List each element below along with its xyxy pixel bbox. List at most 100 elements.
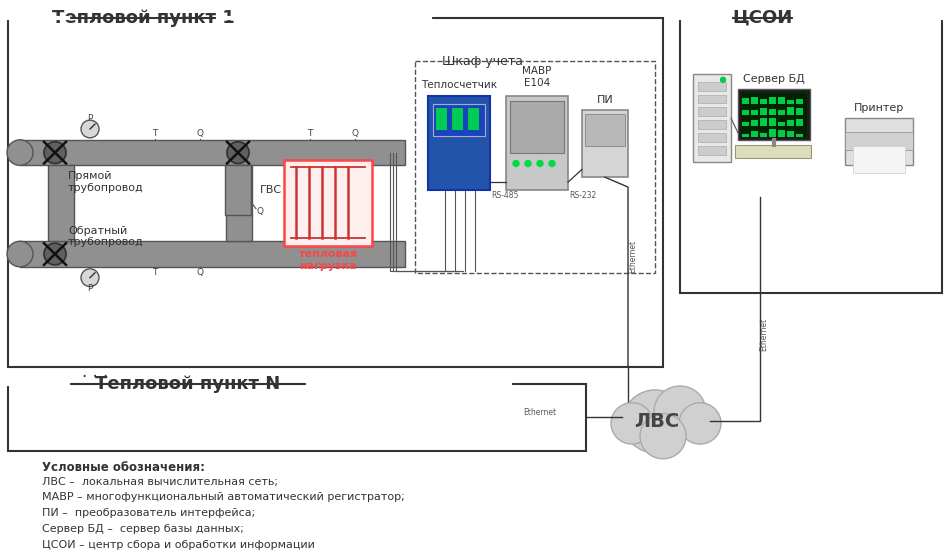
Text: Сервер БД –  сервер базы данных;: Сервер БД – сервер базы данных; [42,524,244,534]
Text: Q: Q [197,129,203,139]
Bar [796,100,803,104]
Text: тепловая
нагрузка: тепловая нагрузка [298,249,357,271]
Bar [48,166,74,241]
Text: Принтер: Принтер [854,103,904,113]
Circle shape [720,78,726,82]
Text: . . .: . . . [82,363,108,381]
Bar [778,122,785,126]
Bar [751,111,758,115]
Circle shape [81,269,99,287]
Bar [760,118,767,126]
Bar [787,101,794,104]
Bar [760,100,767,104]
Text: МАВР
Е104: МАВР Е104 [522,66,552,87]
Bar [742,111,749,115]
Circle shape [679,403,721,444]
Circle shape [44,142,66,163]
Text: ПИ: ПИ [597,96,614,106]
Text: ЦСОИ: ЦСОИ [732,9,792,27]
Bar [742,122,749,126]
Bar [698,120,726,129]
Bar [698,95,726,103]
Bar [698,133,726,142]
Text: ПИ –  преобразователь интерфейса;: ПИ – преобразователь интерфейса; [42,508,256,518]
Circle shape [640,414,686,459]
Bar [284,160,372,246]
Bar [582,111,628,177]
Text: Тепловой пункт N: Тепловой пункт N [95,375,280,393]
Bar [751,131,758,137]
Bar [796,119,803,126]
Text: ГВС: ГВС [260,185,282,195]
Bar [778,97,785,104]
Bar [698,146,726,155]
Circle shape [537,161,543,167]
Text: T: T [152,268,158,277]
Bar [433,104,485,136]
Bar [20,140,405,166]
Circle shape [227,142,249,163]
Bar [698,107,726,116]
Bar [585,114,625,146]
Bar [680,18,942,293]
Bar [796,108,803,115]
Bar [226,166,252,241]
Text: Условные обозначения:: Условные обозначения: [42,461,205,474]
Bar [769,118,776,126]
Bar [510,101,564,152]
Bar [20,241,405,267]
Bar [8,18,663,367]
Bar [735,145,811,157]
Bar [787,131,794,137]
Text: P: P [87,284,93,293]
Text: RS-232: RS-232 [569,191,597,200]
Bar [778,111,785,115]
Circle shape [44,243,66,265]
Text: Прямой
трубопровод: Прямой трубопровод [68,172,143,193]
Circle shape [611,403,653,444]
Bar [769,109,776,115]
Circle shape [513,161,519,167]
Text: Ethernet: Ethernet [523,408,557,417]
Bar [778,130,785,137]
Text: RS-485: RS-485 [491,191,519,200]
Bar [742,134,749,137]
Circle shape [549,161,555,167]
Text: Q: Q [352,129,358,139]
Text: P: P [87,114,93,123]
Bar [796,134,803,137]
Text: Тепловой пункт 1: Тепловой пункт 1 [51,9,235,27]
Circle shape [7,140,33,166]
Bar [693,74,731,162]
Bar [741,91,807,137]
Bar [853,146,905,173]
Text: Сервер БД: Сервер БД [743,74,805,84]
Circle shape [654,386,706,437]
Bar [787,107,794,115]
Bar [769,129,776,137]
Text: ЛВС –  локальная вычислительная сеть;: ЛВС – локальная вычислительная сеть; [42,476,278,487]
Text: Q: Q [256,207,263,216]
Bar [845,118,913,166]
Text: Ethernet: Ethernet [629,239,637,273]
Bar [415,61,655,273]
Bar [760,108,767,115]
Circle shape [525,161,531,167]
Text: T: T [152,129,158,139]
Circle shape [623,390,687,453]
Text: Теплосчетчик: Теплосчетчик [421,80,497,90]
Bar [751,120,758,126]
Text: T: T [307,129,313,139]
Bar [428,96,490,190]
Text: Обратный
трубопровод: Обратный трубопровод [68,226,143,247]
Bar [436,108,447,130]
Text: МАВР – многофункциональный автоматический регистратор;: МАВР – многофункциональный автоматически… [42,492,405,502]
Text: Q: Q [197,268,203,277]
Bar [225,166,251,214]
Bar [468,108,479,130]
Bar [787,120,794,126]
Bar [845,132,913,150]
Bar [738,89,810,140]
Text: Ethernet: Ethernet [759,318,769,351]
Bar [769,97,776,104]
